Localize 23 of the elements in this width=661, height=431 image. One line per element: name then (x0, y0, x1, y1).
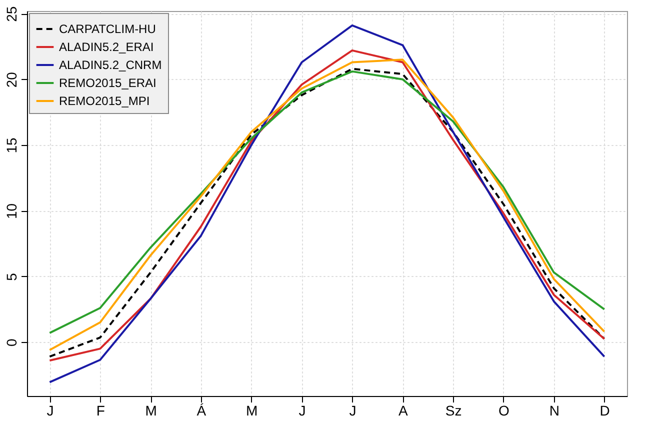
x-tick-label: D (600, 402, 610, 418)
x-tick-label: A (398, 402, 408, 418)
y-tick-label: 25 (4, 6, 20, 22)
legend-label: REMO2015_ERAI (59, 76, 156, 90)
x-tick-label: N (549, 402, 560, 418)
legend-label: REMO2015_MPI (59, 94, 150, 108)
x-tick-label: O (498, 402, 510, 418)
x-tick-label: Á (196, 402, 207, 418)
y-tick-label: 20 (4, 72, 20, 88)
y-tick-label: 0 (4, 338, 20, 347)
x-tick-label: M (246, 402, 258, 418)
x-tick-label: J (46, 402, 54, 418)
x-tick-label: J (349, 402, 356, 418)
x-tick-label: M (145, 402, 157, 418)
x-tick-label: J (298, 402, 306, 418)
y-tick-label: 5 (4, 272, 20, 281)
legend-label: ALADIN5.2_CNRM (59, 58, 162, 72)
legend-label: ALADIN5.2_ERAI (59, 40, 154, 54)
y-tick-label: 15 (4, 138, 20, 154)
x-tick-label: F (96, 402, 105, 418)
legend-label: CARPATCLIM-HU (59, 22, 156, 36)
x-tick-label: Sz (445, 402, 462, 418)
y-tick-label: 10 (4, 203, 20, 220)
